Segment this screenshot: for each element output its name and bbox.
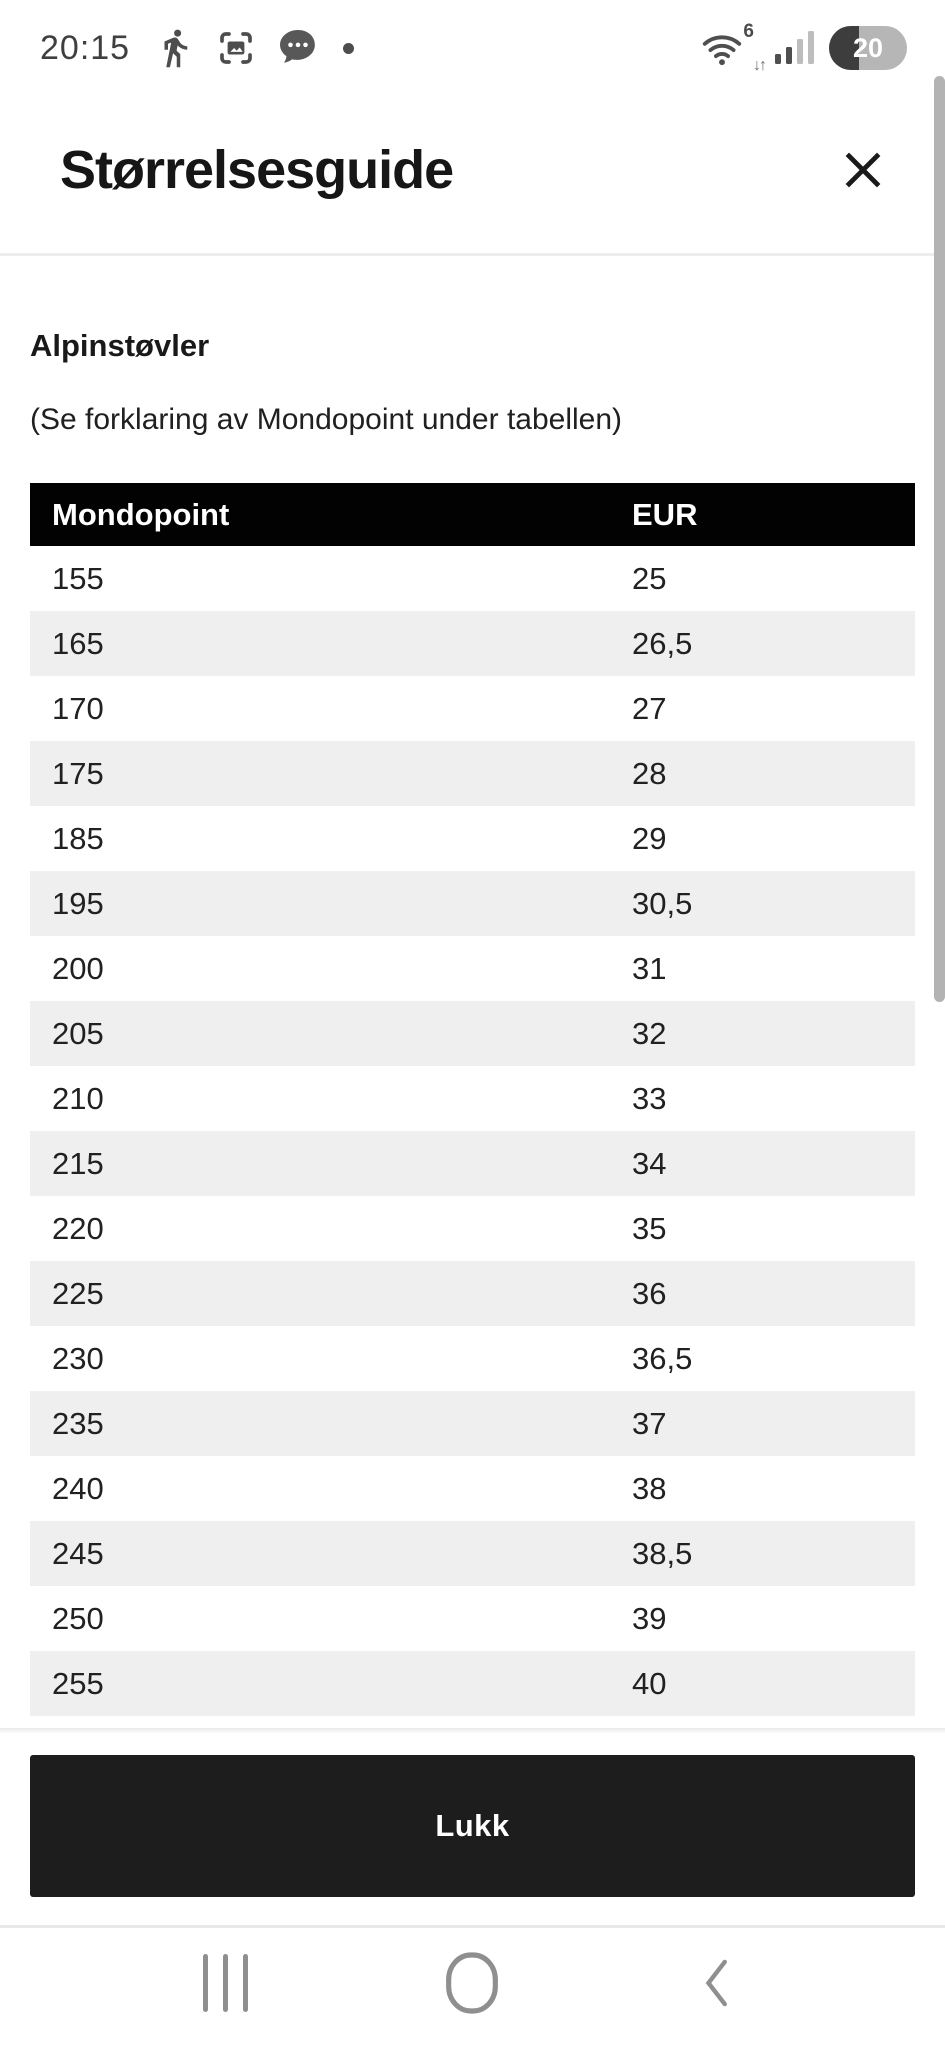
scrollbar-thumb[interactable]: [934, 76, 945, 1002]
eur-cell: 31: [632, 950, 667, 986]
eur-cell: 33: [632, 1080, 667, 1116]
mondopoint-cell: 235: [52, 1405, 104, 1441]
status-bar: 20:15: [0, 0, 945, 90]
eur-cell: 28: [632, 755, 667, 791]
table-row: 165 26,5: [30, 611, 915, 676]
wifi-activity-arrows: ↓↑: [753, 57, 767, 74]
table-row: 255 40: [30, 1651, 915, 1716]
back-icon[interactable]: [696, 1952, 742, 2014]
eur-cell: 40: [632, 1665, 667, 1701]
recents-icon[interactable]: [203, 1953, 248, 2012]
mondopoint-cell: 195: [52, 885, 104, 921]
eur-cell: 38,5: [632, 1535, 693, 1571]
eur-cell: 35: [632, 1210, 667, 1246]
table-row: 195 30,5: [30, 871, 915, 936]
close-icon: [839, 146, 889, 194]
table-row: 225 36: [30, 1261, 915, 1326]
eur-cell: 37: [632, 1405, 667, 1441]
mondopoint-cell: 215: [52, 1145, 104, 1181]
table-row: 245 38,5: [30, 1521, 915, 1586]
table-row: 185 29: [30, 806, 915, 871]
table-row: 235 37: [30, 1391, 915, 1456]
mondopoint-cell: 220: [52, 1210, 104, 1246]
mondopoint-cell: 175: [52, 755, 104, 791]
clock: 20:15: [40, 28, 131, 67]
mondopoint-cell: 185: [52, 820, 104, 856]
section-note: (Se forklaring av Mondopoint under tabel…: [30, 403, 623, 436]
eur-cell: 39: [632, 1600, 667, 1636]
table-row: 170 27: [30, 676, 915, 741]
walking-person-icon: [154, 27, 196, 69]
table-row: 240 38: [30, 1456, 915, 1521]
notification-icons: [154, 26, 355, 70]
mondopoint-cell: 165: [52, 625, 104, 661]
mondopoint-cell: 250: [52, 1600, 104, 1636]
eur-cell: 34: [632, 1145, 667, 1181]
nav-bar-divider: [0, 1925, 945, 1928]
sheet-body: Alpinstøvler (Se forklaring av Mondopoin…: [0, 328, 945, 1897]
notification-dot: [343, 42, 355, 54]
scroll-edge-shadow: [0, 1728, 945, 1733]
mondopoint-cell: 225: [52, 1275, 104, 1311]
mondopoint-cell: 240: [52, 1470, 104, 1506]
eur-cell: 26,5: [632, 625, 693, 661]
eur-cell: 38: [632, 1470, 667, 1506]
android-nav-bar: [0, 1928, 945, 2037]
table-row: 230 36,5: [30, 1326, 915, 1391]
battery-icon: 20: [829, 26, 907, 70]
mondopoint-cell: 200: [52, 950, 104, 986]
smart-capture-icon: [215, 27, 257, 69]
table-header-row: Mondopoint EUR: [30, 483, 915, 546]
mondopoint-cell: 210: [52, 1080, 104, 1116]
size-table: Mondopoint EUR 155 25 165 26,5 170 27 175 28 185…: [30, 483, 915, 1716]
column-header-eur: EUR: [632, 496, 698, 532]
mondopoint-cell: 245: [52, 1535, 104, 1571]
mondopoint-cell: 255: [52, 1665, 104, 1701]
close-sheet-button[interactable]: Lukk: [30, 1755, 915, 1897]
eur-cell: 30,5: [632, 885, 693, 921]
table-row: 155 25: [30, 546, 915, 611]
table-body: 155 25 165 26,5 170 27 175 28 185 29 195 30,5 200 31 2…: [30, 546, 915, 1716]
battery-percent: 20: [852, 32, 884, 63]
table-row: 220 35: [30, 1196, 915, 1261]
eur-cell: 36,5: [632, 1340, 693, 1376]
section-title: Alpinstøvler: [30, 328, 210, 363]
column-header-mondopoint: Mondopoint: [52, 496, 230, 532]
wifi-icon: 6 ↓↑: [700, 21, 767, 74]
signal-bars-icon: [775, 26, 814, 70]
table-row: 200 31: [30, 936, 915, 1001]
eur-cell: 32: [632, 1015, 667, 1051]
mondopoint-cell: 205: [52, 1015, 104, 1051]
table-row: 210 33: [30, 1066, 915, 1131]
table-row: 250 39: [30, 1586, 915, 1651]
wifi-6-label: 6: [743, 21, 754, 42]
mondopoint-cell: 230: [52, 1340, 104, 1376]
eur-cell: 25: [632, 560, 667, 596]
eur-cell: 27: [632, 690, 667, 726]
chat-bubble-icon: [276, 26, 320, 70]
home-icon[interactable]: [444, 1950, 500, 2016]
eur-cell: 29: [632, 820, 667, 856]
battery-fill-level: [829, 26, 859, 70]
eur-cell: 36: [632, 1275, 667, 1311]
system-status-icons: 6 ↓↑ 20: [700, 21, 907, 74]
table-row: 215 34: [30, 1131, 915, 1196]
page-title: Størrelsesguide: [60, 139, 454, 200]
mondopoint-cell: 170: [52, 690, 104, 726]
table-row: 205 32: [30, 1001, 915, 1066]
sheet-header: Størrelsesguide: [0, 90, 945, 256]
mondopoint-cell: 155: [52, 560, 104, 596]
close-button[interactable]: [839, 145, 889, 195]
table-row: 175 28: [30, 741, 915, 806]
